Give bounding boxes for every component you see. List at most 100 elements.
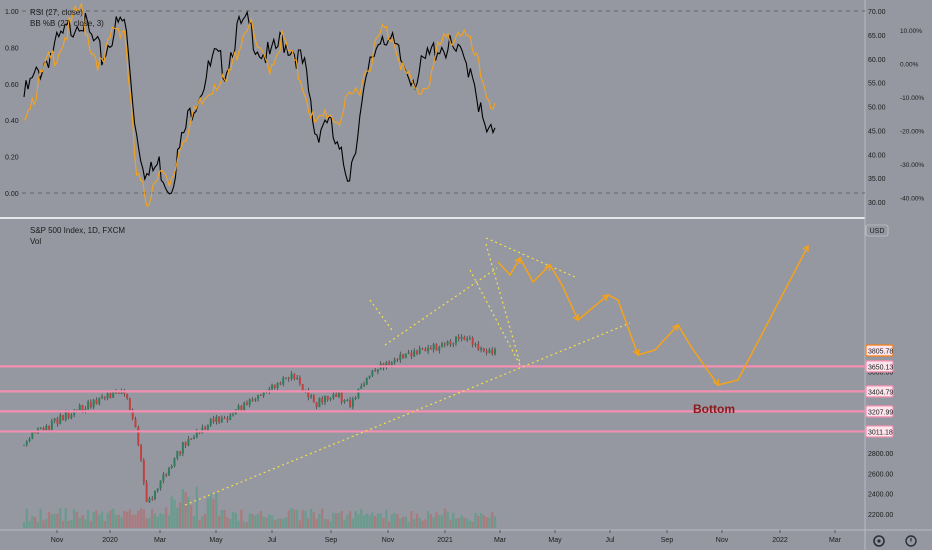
candle-body: [176, 451, 179, 459]
volume-bar: [390, 514, 394, 528]
volume-bar: [488, 517, 491, 528]
bb-legend: BB %B (27, close, 3): [30, 19, 104, 28]
price-badge[interactable]: [865, 344, 894, 357]
volume-bar: [482, 515, 486, 528]
volume-legend: Vol: [30, 237, 41, 246]
trendline[interactable]: [369, 299, 393, 331]
candle-body: [126, 393, 129, 399]
candle-body: [365, 378, 368, 385]
candle-body: [95, 399, 98, 404]
volume-bar: [323, 518, 327, 528]
trendline[interactable]: [485, 243, 521, 364]
candle-body: [165, 474, 168, 476]
candle-body: [243, 402, 246, 411]
percent-tick: -30.00%: [900, 162, 924, 169]
candle-body: [42, 427, 45, 431]
bottom-annotation: Bottom: [693, 402, 735, 416]
volume-bar: [396, 514, 399, 528]
volume-bar: [346, 514, 349, 528]
candle-body: [145, 482, 148, 503]
candle-body: [117, 392, 120, 394]
price-badge-label: 3404.79: [868, 389, 893, 396]
candle-body: [23, 444, 25, 446]
candle-body: [195, 431, 198, 438]
candle-body: [25, 441, 28, 445]
time-tick: 2022: [772, 537, 788, 544]
volume-bar: [371, 512, 374, 528]
candle-body: [251, 399, 254, 401]
price-badge-label: 3805.78: [868, 349, 893, 356]
volume-bar: [463, 517, 466, 528]
volume-bar: [201, 516, 204, 528]
time-tick: Nov: [716, 537, 729, 544]
price-badge[interactable]: [865, 385, 894, 398]
price-tick: 2600.00: [868, 471, 893, 478]
candle-body: [87, 401, 90, 410]
time-tick: Sep: [325, 537, 338, 544]
candle-body: [349, 399, 352, 407]
candle-body: [449, 341, 452, 345]
candle-body: [193, 437, 196, 439]
volume-bar: [354, 510, 357, 528]
volume-bar: [460, 515, 463, 528]
volume-bar: [373, 515, 377, 528]
price-badge[interactable]: [865, 360, 894, 373]
volume-bar: [407, 521, 410, 528]
volume-bar: [451, 512, 455, 528]
settings-gear-icon[interactable]: [873, 535, 885, 547]
time-tick: Sep: [661, 537, 674, 544]
candle-body: [446, 341, 449, 345]
volume-bar: [410, 510, 413, 528]
price-badge[interactable]: [865, 425, 894, 438]
volume-bar: [240, 509, 243, 528]
volume-bar: [75, 512, 79, 528]
rsi-axis: 70.00 65.00 60.00 55.00 50.00 45.00 40.00 35.00…: [868, 9, 886, 207]
time-zone-clock-icon[interactable]: [905, 535, 917, 547]
volume-bar: [173, 499, 176, 528]
candle-body: [435, 344, 438, 351]
volume-bar: [290, 508, 293, 528]
volume-bar: [393, 513, 396, 528]
volume-bar: [268, 514, 271, 528]
currency-badge[interactable]: [865, 224, 889, 237]
volume-bar: [59, 508, 62, 528]
candle-body: [321, 397, 324, 403]
volume-bar: [454, 518, 458, 528]
volume-bar: [50, 513, 54, 528]
candle-body: [296, 377, 299, 379]
candle-body: [156, 488, 159, 491]
candle-body: [187, 438, 190, 446]
candle-body: [53, 418, 56, 422]
volume-bar: [318, 513, 321, 528]
price-badge-label: 3011.18: [868, 429, 893, 436]
candle-body: [376, 369, 379, 372]
volume-bar: [22, 522, 26, 528]
price-badge[interactable]: [865, 405, 894, 418]
trendline[interactable]: [184, 322, 631, 506]
percent-axis: 10.00% 0.00% -10.00% -20.00% -30.00% -40.00%: [900, 28, 924, 203]
volume-bar: [145, 518, 148, 528]
candle-body: [340, 392, 343, 403]
volume-bar: [123, 510, 126, 528]
volume-bar: [471, 521, 474, 528]
projection-arrowhead: [572, 313, 579, 322]
candle-body: [432, 344, 435, 350]
volume-bars: [22, 486, 497, 528]
candle-body: [245, 402, 248, 405]
projection-arrowhead: [633, 348, 640, 357]
volume-bar: [401, 517, 405, 528]
projection-path[interactable]: [497, 245, 809, 386]
candle-body: [232, 414, 235, 416]
time-tick: May: [548, 537, 562, 544]
candle-body: [159, 480, 162, 489]
oscillator-left-axis: 1.00 0.80 0.60 0.40 0.20 0.00: [5, 9, 19, 198]
volume-bar: [279, 518, 282, 528]
candle-body: [209, 418, 212, 426]
osc-left-tick: 0.80: [5, 45, 19, 52]
trendline[interactable]: [485, 237, 576, 278]
candle-body: [371, 370, 374, 376]
candle-body: [360, 385, 363, 389]
volume-bar: [184, 492, 187, 528]
